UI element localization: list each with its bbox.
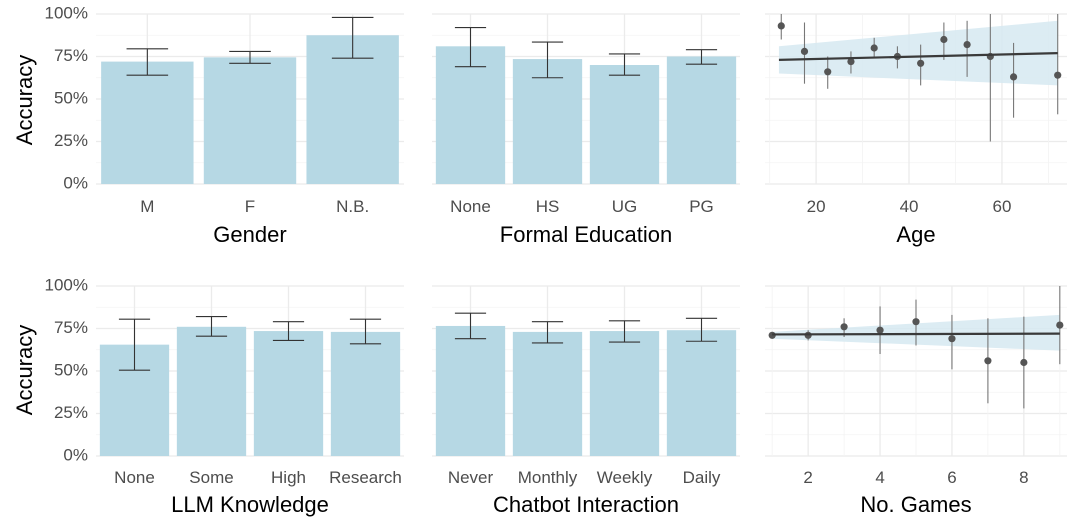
- x-tick-label: Some: [189, 468, 233, 487]
- data-point: [917, 59, 925, 67]
- y-axis-title-top: Accuracy: [12, 55, 37, 145]
- data-point: [800, 47, 809, 56]
- y-tick-label: 100%: [45, 3, 88, 22]
- x-tick-label: 60: [992, 197, 1011, 216]
- x-tick-label: None: [114, 468, 155, 487]
- x-tick-label: 20: [807, 197, 826, 216]
- y-tick-label: 75%: [54, 46, 88, 65]
- x-axis-title: Age: [896, 222, 935, 247]
- bar-m: [101, 61, 194, 184]
- x-tick-label: Never: [448, 468, 494, 487]
- bar-research: [330, 331, 401, 456]
- x-tick-label: 6: [947, 468, 956, 487]
- panel-chatbot_interaction: Chatbot Interaction Never Monthly Weekly Dai…: [432, 285, 740, 517]
- y-axis-title-bottom: Accuracy: [12, 325, 37, 415]
- bar-monthly: [512, 331, 583, 456]
- x-tick-label: Daily: [683, 468, 721, 487]
- x-tick-label: 4: [875, 468, 884, 487]
- panels: 0% 25% 50% 75% 100% Gender M F N.B. Formal Educat…: [45, 3, 1067, 517]
- data-point: [963, 41, 971, 49]
- data-point: [840, 323, 848, 331]
- x-tick-label: Research: [329, 468, 402, 487]
- confidence-band: [778, 20, 1058, 86]
- bar-f: [203, 57, 297, 184]
- x-axis-title: LLM Knowledge: [171, 492, 329, 517]
- data-point: [984, 357, 992, 365]
- panel-llm_knowledge: 0% 25% 50% 75% 100% LLM Knowledge None Some High…: [45, 275, 404, 517]
- panel-age: Age 20 40 60: [765, 13, 1067, 247]
- y-tick-label: 25%: [54, 131, 88, 150]
- x-tick-label: M: [140, 197, 154, 216]
- data-point: [948, 335, 956, 343]
- panel-games: No. Games 2 4 6 8: [765, 285, 1067, 517]
- x-axis-title: Chatbot Interaction: [493, 492, 679, 517]
- data-point: [1009, 73, 1018, 81]
- data-point: [1054, 71, 1062, 79]
- y-tick-label: 50%: [54, 360, 88, 379]
- x-tick-label: High: [271, 468, 306, 487]
- bar-high: [253, 331, 324, 456]
- x-tick-label: HS: [536, 197, 560, 216]
- bar-pg: [666, 56, 737, 184]
- bar-none: [435, 46, 506, 184]
- x-tick-label: Monthly: [518, 468, 578, 487]
- bar-daily: [666, 330, 737, 456]
- data-point: [940, 35, 948, 44]
- bar-ug: [589, 65, 660, 184]
- y-tick-label: 0%: [63, 445, 88, 464]
- y-tick-label: 25%: [54, 403, 88, 422]
- x-tick-label: UG: [612, 197, 638, 216]
- y-axis-title: Accuracy: [12, 325, 37, 415]
- x-axis-title: Formal Education: [500, 222, 672, 247]
- x-tick-label: Weekly: [597, 468, 653, 487]
- y-tick-label: 0%: [63, 173, 88, 192]
- x-tick-label: PG: [689, 197, 714, 216]
- bar-n-b-: [306, 35, 399, 184]
- trend-line: [772, 332, 1060, 336]
- data-point: [912, 318, 920, 326]
- y-axis-title: Accuracy: [12, 55, 37, 145]
- y-tick-label: 50%: [54, 88, 88, 107]
- panel-gender: 0% 25% 50% 75% 100% Gender M F N.B.: [45, 3, 404, 247]
- bar-weekly: [589, 331, 660, 456]
- bar-some: [176, 326, 247, 456]
- bar-hs: [512, 59, 583, 184]
- y-tick-label: 75%: [54, 318, 88, 337]
- panel-education: Formal Education None HS UG PG: [432, 13, 740, 247]
- x-axis-title: Gender: [213, 222, 286, 247]
- data-point: [777, 22, 785, 30]
- data-point: [870, 44, 878, 52]
- x-tick-label: 2: [803, 468, 812, 487]
- data-point: [876, 326, 884, 334]
- x-tick-label: None: [450, 197, 491, 216]
- x-tick-label: 8: [1019, 468, 1028, 487]
- data-point: [824, 68, 832, 76]
- data-point: [1056, 321, 1064, 329]
- bar-never: [435, 325, 506, 456]
- trend-line: [778, 52, 1058, 61]
- x-axis-title: No. Games: [860, 492, 971, 517]
- x-tick-label: N.B.: [336, 197, 369, 216]
- y-tick-label: 100%: [45, 275, 88, 294]
- x-tick-label: 40: [900, 197, 919, 216]
- data-point: [1020, 358, 1028, 367]
- data-point: [847, 58, 855, 66]
- x-tick-label: F: [245, 197, 255, 216]
